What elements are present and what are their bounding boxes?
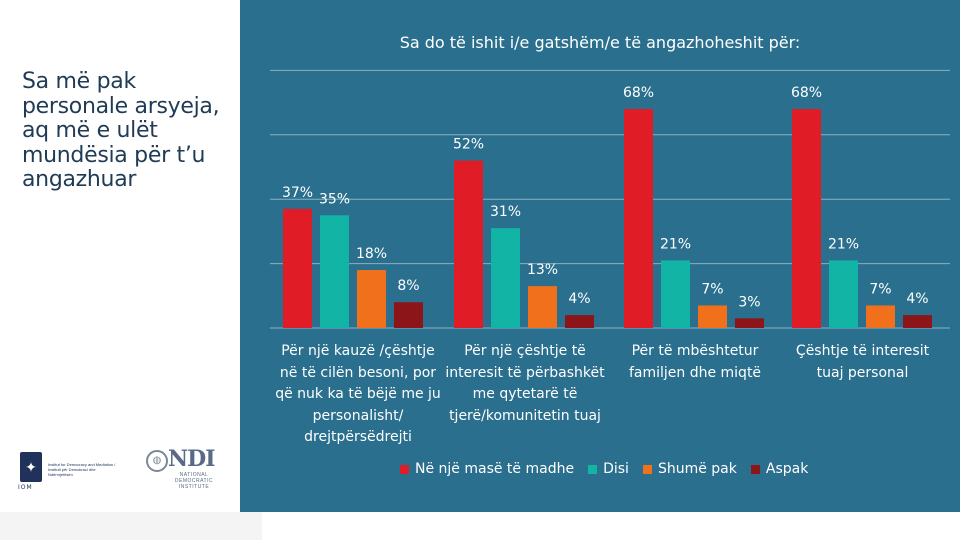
ndi-word: NDI [168,446,215,472]
bar-s3-c3 [698,305,727,328]
bar-s3-c2 [528,286,557,328]
data-label-s3-c4: 7% [869,281,891,297]
legend-label-3: Shumë pak [657,461,737,477]
category-label-4: Çështje të interesit tuaj personal [795,343,930,381]
data-label-s4-c3: 3% [738,294,760,310]
bar-s2-c2 [491,228,520,328]
legend-item-3: Shumë pak [642,461,737,477]
headline: Sa më pak personale arsyeja, aq më e ulë… [22,69,220,192]
data-label-s2-c4: 21% [828,236,859,252]
logos: ✦ IOM Institut for Democracy and Mediati… [18,440,238,500]
bottom-strip [0,512,262,540]
bar-s1-c1 [283,208,312,328]
iom-mark-text: IOM [18,484,33,491]
data-label-s1-c1: 37% [282,185,313,201]
legend-swatch-1 [400,464,409,474]
left-panel: Sa më pak personale arsyeja, aq më e ulë… [0,0,262,540]
category-label-2: Për një çështje të interesit të përbashk… [445,343,605,424]
globe-icon: ◍ [146,450,168,472]
chart-panel: Sa do të ishit i/e gatshëm/e të angazhoh… [240,0,960,512]
bar-s3-c4 [866,305,895,328]
bar-s1-c3 [624,109,653,328]
category-label-3: Për të mbështetur familjen dhe miqtë [628,343,762,381]
data-label-s2-c3: 21% [660,236,691,252]
ndi-subtitle: NATIONAL DEMOCRATIC INSTITUTE [174,472,214,490]
legend-swatch-2 [588,464,598,474]
bar-s1-c4 [792,109,821,328]
data-label-s2-c2: 31% [490,204,521,220]
bar-s1-c2 [454,160,483,328]
data-label-s1-c3: 68% [623,85,654,101]
iom-mark-icon: ✦ [20,452,42,482]
legend-label-4: Aspak [765,461,809,477]
bar-chart: 37% 52% 68% 68% 35% 31% 21% 21% 18% 13% 7% 7% 8% 4% 3%… [270,69,950,329]
iom-org-text: Institut for Democracy and Mediation / I… [48,462,116,477]
data-label-s3-c3: 7% [701,281,723,297]
data-label-s1-c2: 52% [453,137,484,153]
legend-item-4: Aspak [750,461,809,477]
data-label-s3-c1: 18% [356,246,387,262]
ndi-logo: ◍ NDI NATIONAL DEMOCRATIC INSTITUTE [146,446,226,494]
bar-s4-c4 [903,315,932,328]
legend-item-1: Në një masë të madhe [400,461,574,477]
legend-item-2: Disi [588,461,629,477]
iom-logo: ✦ IOM Institut for Democracy and Mediati… [18,450,118,491]
bar-s2-c1 [320,215,349,328]
data-label-s4-c4: 4% [906,291,928,307]
data-label-s3-c2: 13% [527,262,558,278]
bar-s3-c1 [357,270,386,328]
chart-title: Sa do të ishit i/e gatshëm/e të angazhoh… [399,33,801,52]
legend-label-2: Disi [603,461,629,477]
legend-swatch-4 [750,464,760,474]
bar-s4-c2 [565,315,594,328]
data-label-s2-c1: 35% [319,191,350,207]
data-label-s4-c2: 4% [568,291,590,307]
legend-label-1: Në një masë të madhe [415,461,575,477]
bar-s4-c1 [394,302,423,328]
legend: Në një masë të madhe Disi Shumë pak Aspa… [400,459,822,479]
legend-swatch-3 [642,464,652,474]
bar-s4-c3 [735,318,764,328]
data-label-s1-c4: 68% [791,85,822,101]
category-label-1: Për një kauzë /çështje në të cilën beson… [275,343,441,445]
data-label-s4-c1: 8% [397,278,419,294]
bar-s2-c4 [829,260,858,328]
bar-s2-c3 [661,260,690,328]
